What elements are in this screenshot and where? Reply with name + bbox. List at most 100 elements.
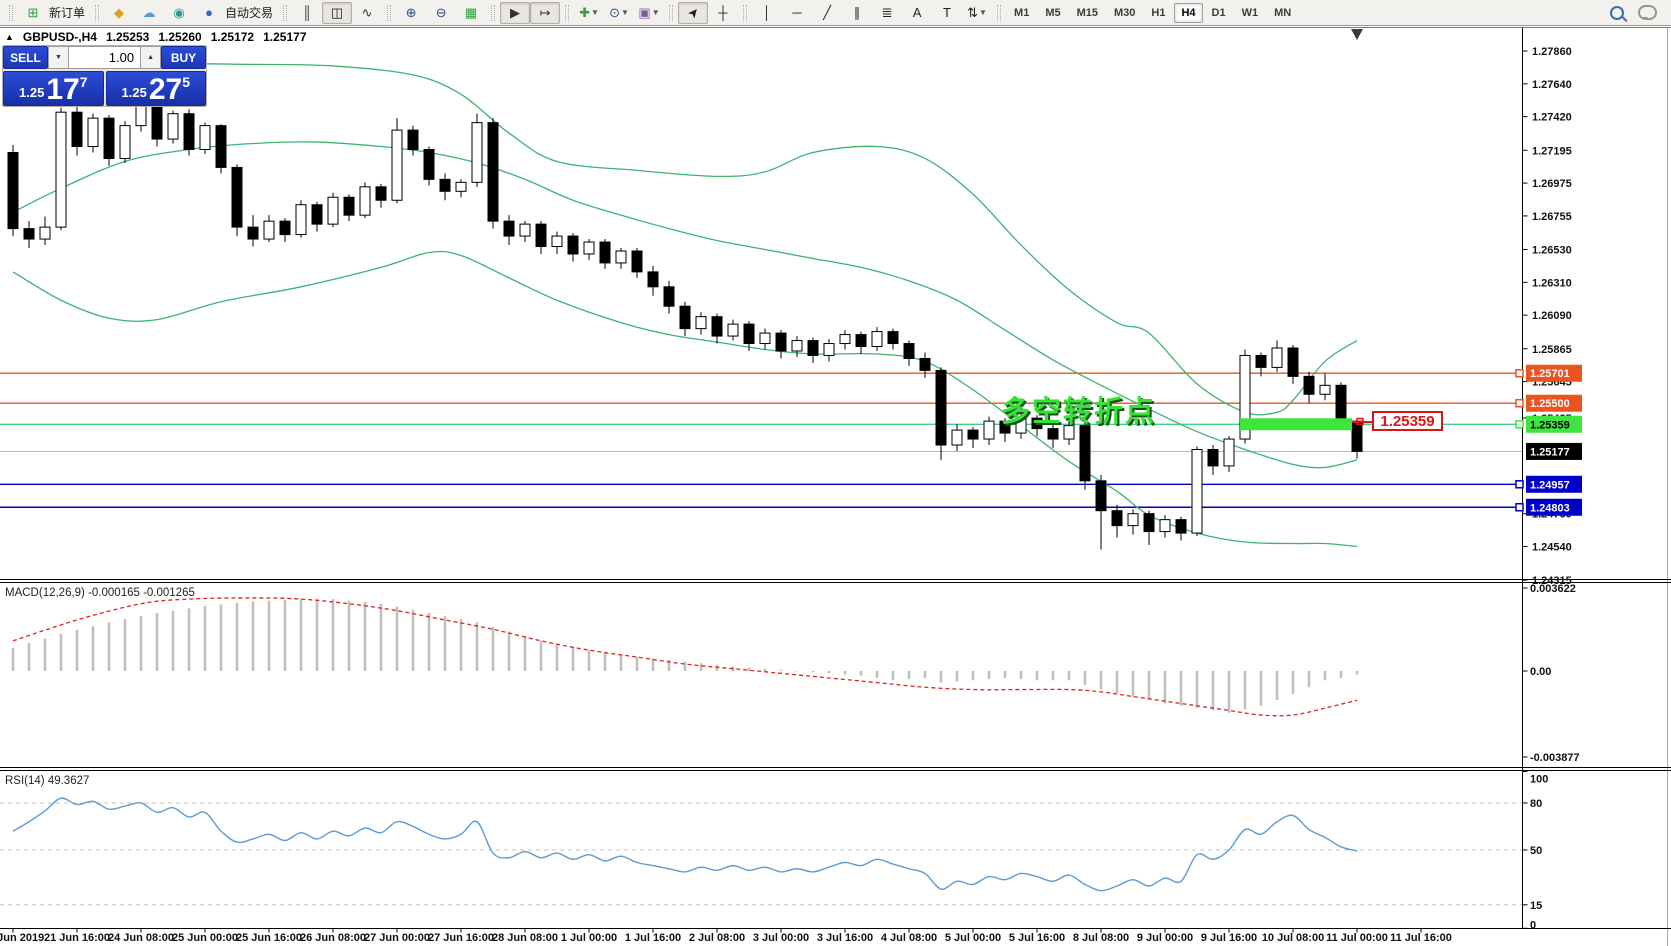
equidistant-channel-icon[interactable]: ∥ xyxy=(842,2,872,24)
price-badge xyxy=(1526,475,1582,493)
zoom-in-icon[interactable]: ⊕ xyxy=(396,2,426,24)
toolbar-group-handle[interactable] xyxy=(95,4,100,21)
zoom-out-icon[interactable]: ⊖ xyxy=(426,2,456,24)
macd-histogram-bar xyxy=(1131,671,1135,697)
cursor-icon[interactable]: ➤ xyxy=(678,1,709,24)
indicators-dropdown-icon[interactable]: ▼ xyxy=(591,7,599,17)
timeframe-m15-button[interactable]: M15 xyxy=(1076,6,1098,19)
chart-shift-icon[interactable]: ↦ xyxy=(530,1,561,24)
one-click-collapse-icon[interactable]: ▲ xyxy=(5,32,14,42)
bar-chart-icon[interactable]: ║ xyxy=(292,2,322,24)
sell-button[interactable]: SELL xyxy=(3,46,48,69)
line-chart-icon[interactable]: ∿ xyxy=(352,2,382,24)
price-callout-label[interactable]: 1.25359 xyxy=(1372,411,1443,431)
buy-button[interactable]: BUY xyxy=(161,46,206,69)
candle-bearish xyxy=(887,331,899,345)
toolbar-group-handle[interactable] xyxy=(491,4,496,21)
timeframe-m5-button[interactable]: M5 xyxy=(1045,6,1061,19)
horizontal-line-objects[interactable] xyxy=(0,372,1522,508)
toolbar-group-handle[interactable] xyxy=(9,4,13,21)
macd-histogram-bar xyxy=(379,603,383,671)
arrows-dropdown-icon[interactable]: ▼ xyxy=(979,7,987,17)
toolbar-group-handle[interactable] xyxy=(669,4,674,21)
buy-price-pips: 27 xyxy=(148,72,183,106)
macd-histogram-bar xyxy=(1147,671,1151,700)
candle-bullish xyxy=(1015,417,1027,434)
toolbar-group-handle[interactable] xyxy=(743,4,748,21)
autotrade-glyph: ● xyxy=(205,5,213,20)
candlestick-chart-icon[interactable]: ◫ xyxy=(322,1,353,24)
text-label-icon[interactable]: T xyxy=(932,2,962,24)
candle-bearish xyxy=(807,340,819,356)
signals-icon[interactable]: ◉ xyxy=(164,2,194,24)
candle-bullish xyxy=(471,122,483,183)
timeframe-m1-button[interactable]: M1 xyxy=(1014,6,1030,19)
templates-icon[interactable]: ▣ ▼ xyxy=(634,2,664,24)
candle-bullish xyxy=(1127,513,1139,527)
buy-price-point: 5 xyxy=(182,74,190,90)
indicators-icon[interactable]: ✚ ▼ xyxy=(574,2,604,24)
timeframe-h4-button[interactable]: H4 xyxy=(1174,2,1203,23)
macd-histogram-bar xyxy=(763,668,767,671)
search-icon[interactable] xyxy=(1610,5,1624,20)
market-depth-icon[interactable]: ◆ xyxy=(104,2,134,24)
rsi-label: RSI(14) 49.3627 xyxy=(5,775,89,787)
tile-windows-icon[interactable]: ▦ xyxy=(456,2,486,24)
candles xyxy=(7,95,1363,550)
macd-histogram-bar xyxy=(1003,671,1007,678)
trendline-glyph: ╱ xyxy=(823,5,831,20)
timeframe-h1-button[interactable]: H1 xyxy=(1151,6,1166,19)
periods-icon[interactable]: ⊙ ▼ xyxy=(604,2,634,24)
toolbar-group-handle[interactable] xyxy=(387,4,392,21)
macd-histogram-bar xyxy=(987,671,991,680)
candle-bearish xyxy=(1207,448,1219,467)
macd-histogram-bar xyxy=(843,671,847,675)
chart-shift-marker[interactable] xyxy=(1351,29,1363,40)
svg-text:0: 0 xyxy=(1530,920,1536,932)
macd-histogram-bar xyxy=(907,671,911,680)
toolbar-group-handle[interactable] xyxy=(997,4,1002,21)
virtual-hosting-icon[interactable]: ☁ xyxy=(134,2,164,24)
timeframe-mn-button[interactable]: MN xyxy=(1274,6,1292,19)
text-icon[interactable]: A xyxy=(902,2,932,24)
toolbar-group-handle[interactable] xyxy=(565,4,570,21)
timeframe-m30-button[interactable]: M30 xyxy=(1114,6,1136,19)
new-order-icon[interactable]: ⊞ xyxy=(18,2,48,24)
candle-bullish xyxy=(1159,519,1171,533)
macd-histogram-bar xyxy=(1323,671,1327,681)
candle-bullish xyxy=(119,125,131,159)
fibonacci-icon[interactable]: ≣ xyxy=(872,2,902,24)
candle-bearish xyxy=(247,226,259,240)
chat-icon[interactable] xyxy=(1638,5,1657,20)
macd-histogram-bar xyxy=(59,633,63,671)
volume-input[interactable] xyxy=(68,46,141,69)
new-order-label: 新订单 xyxy=(49,6,86,20)
highlight-rectangle[interactable] xyxy=(1240,418,1352,431)
horizontal-line-icon[interactable]: ─ xyxy=(782,2,812,24)
timeframe-w1-button[interactable]: W1 xyxy=(1241,6,1259,19)
macd-histogram-bar xyxy=(875,671,879,678)
sell-price-display[interactable]: 1.25 17 7 xyxy=(3,71,104,106)
vertical-line-icon[interactable]: │ xyxy=(752,2,782,24)
macd-histogram-bar xyxy=(75,630,79,671)
rsi-panel: RSI(14) 49.3627 100 80 50 15 0 xyxy=(0,771,1548,932)
buy-price-display[interactable]: 1.25 27 5 xyxy=(105,71,206,106)
volume-increase-button[interactable]: ▲ xyxy=(140,46,161,69)
price-badges: 1.25701 1.25500 1.25359 1.24957 1.24803 1.251… xyxy=(1515,364,1582,516)
timeframe-d1-button[interactable]: D1 xyxy=(1211,6,1226,19)
periods-dropdown-icon[interactable]: ▼ xyxy=(621,7,629,17)
crosshair-icon[interactable]: ┼ xyxy=(708,2,738,24)
trendline-icon[interactable]: ╱ xyxy=(812,2,842,24)
templates-dropdown-icon[interactable]: ▼ xyxy=(651,7,660,17)
toolbar-group-handle[interactable] xyxy=(283,4,288,21)
candle-bullish xyxy=(583,241,595,255)
volume-decrease-button[interactable]: ▼ xyxy=(48,46,69,69)
arrows-icon[interactable]: ⇅ ▼ xyxy=(962,2,992,24)
autotrade-icon[interactable]: ● xyxy=(194,2,224,24)
signals-glyph: ◉ xyxy=(173,5,185,20)
auto-scroll-icon[interactable]: ▶ xyxy=(500,1,531,24)
macd-histogram-bar xyxy=(571,647,575,671)
candle-bullish xyxy=(759,332,771,345)
